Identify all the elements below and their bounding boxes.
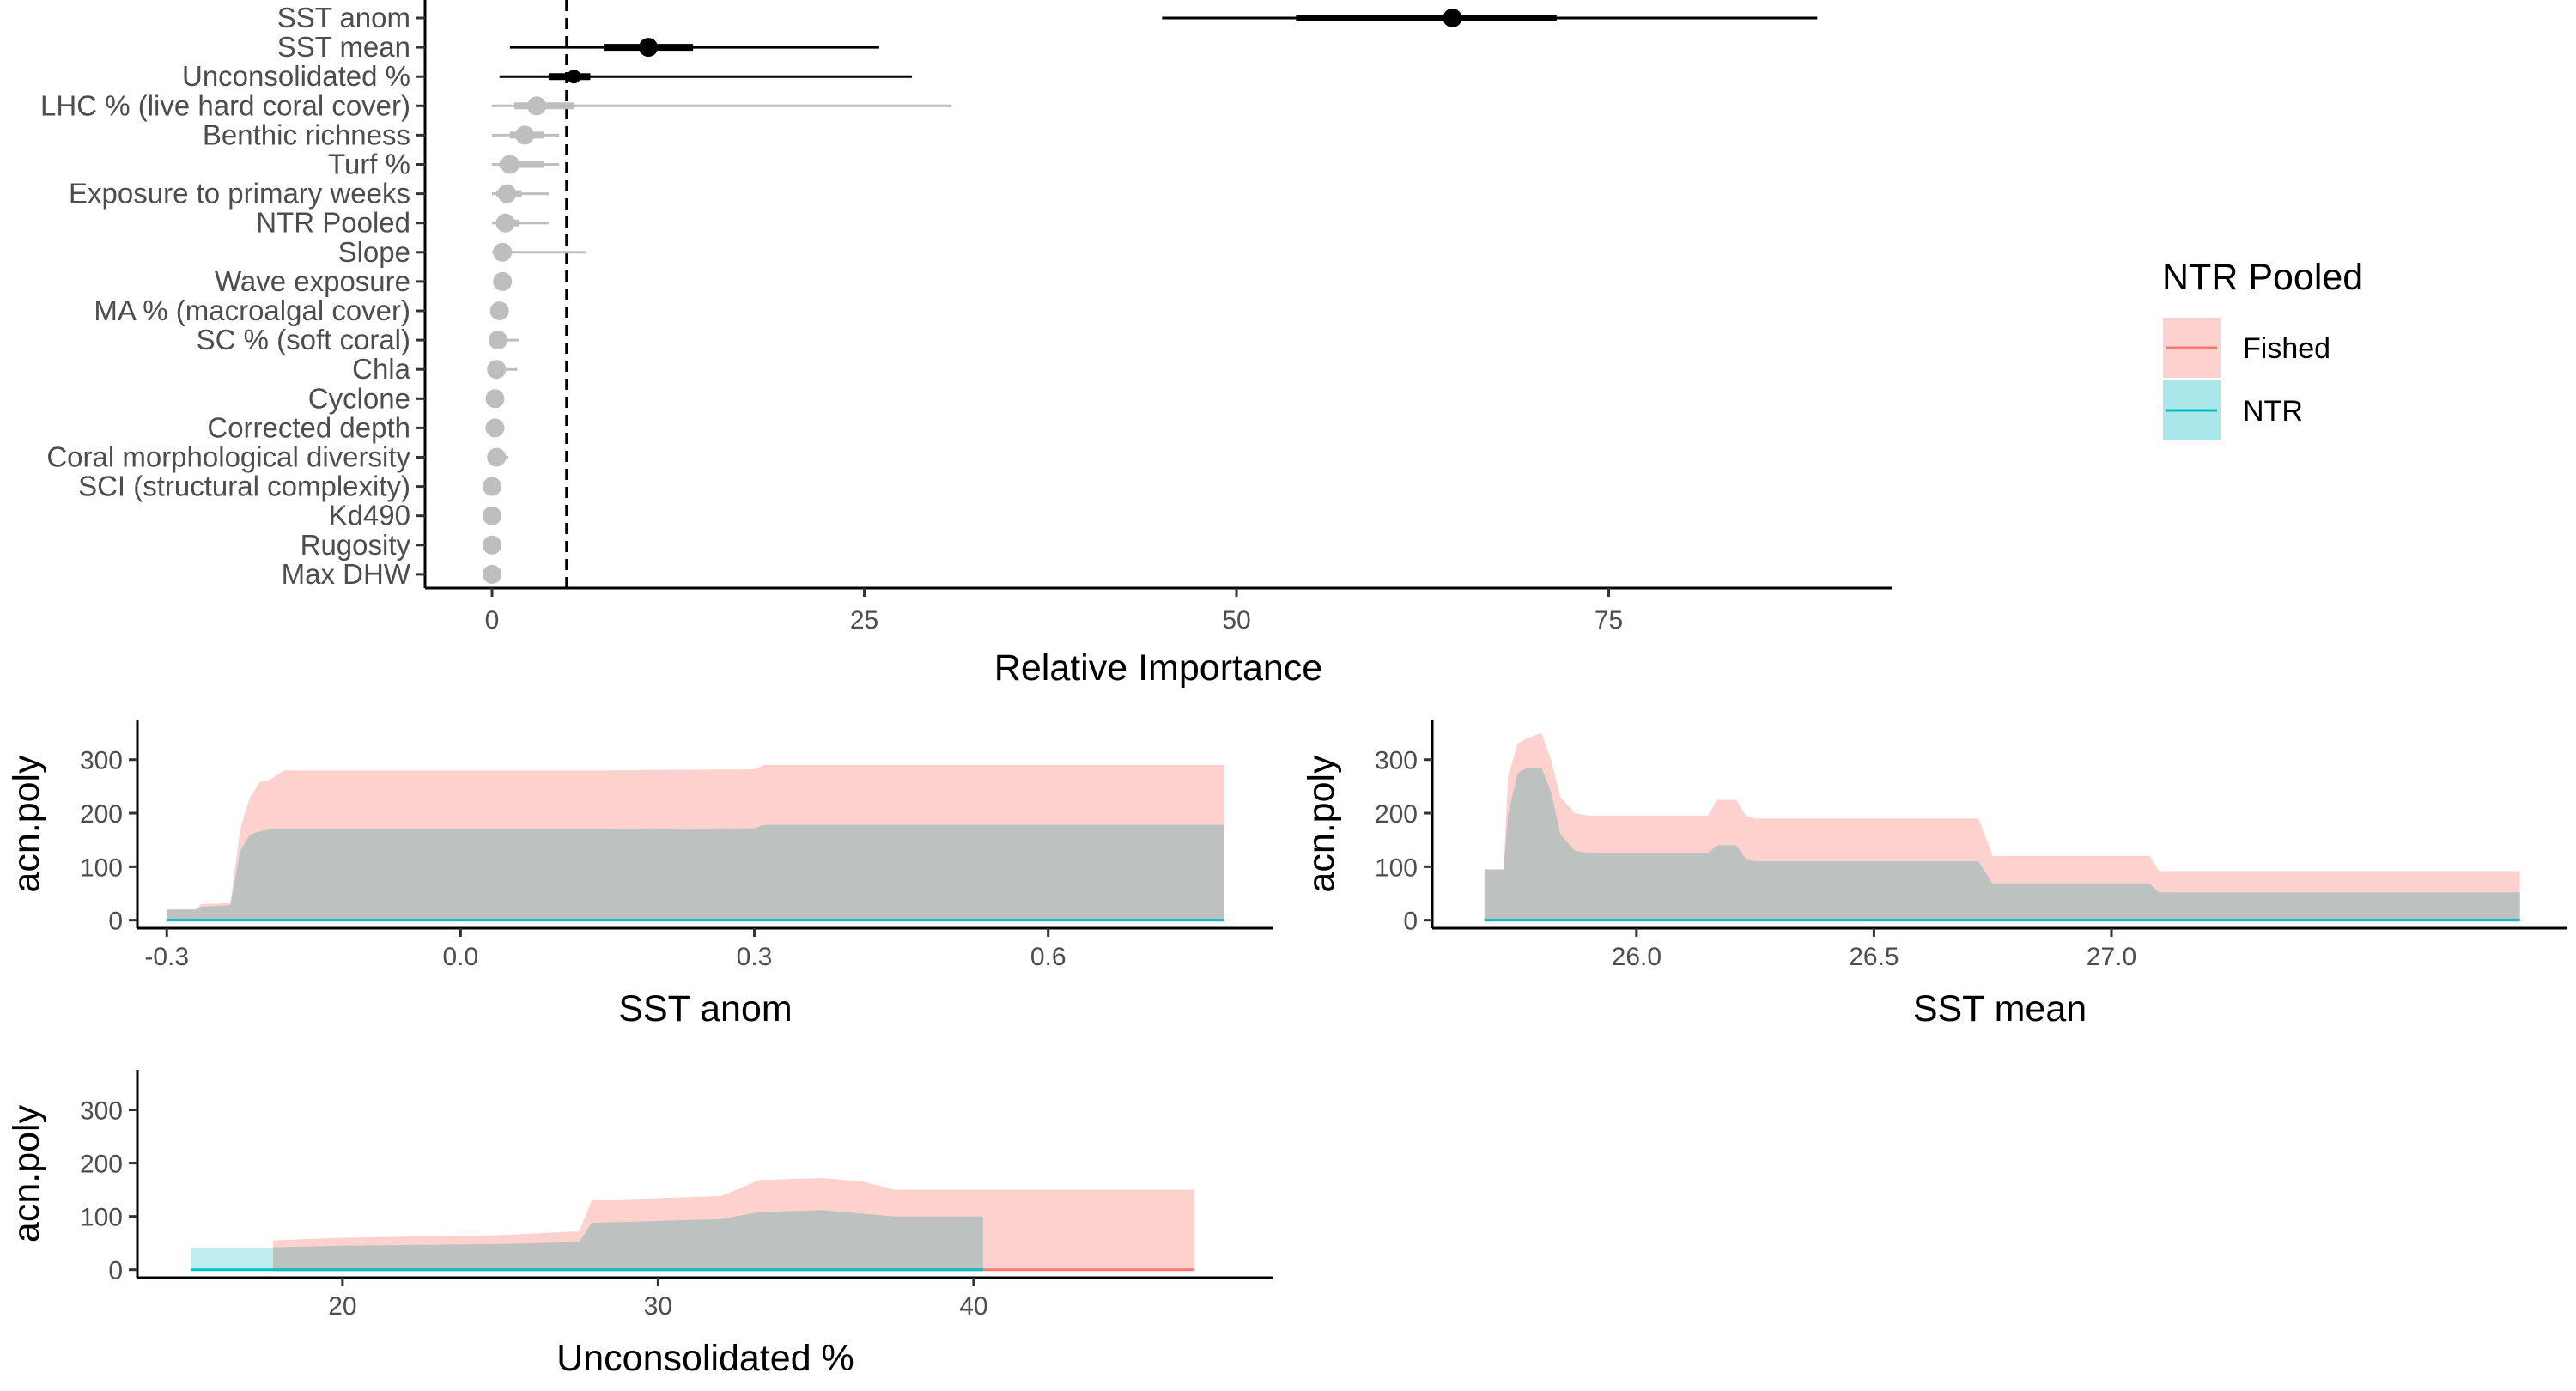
y-tick-label-exposure-to-primary-weeks: Exposure to primary weeks (69, 178, 410, 210)
point-wave-exposure (493, 271, 513, 291)
x-tick-label-50: 50 (1222, 606, 1250, 635)
legend-title: NTR Pooled (2162, 257, 2363, 298)
y-tick-label-300: 300 (1375, 747, 1418, 775)
legend: NTR Pooled Fished NTR (2162, 257, 2363, 440)
x-tick-label-26-0: 26.0 (1612, 943, 1662, 971)
x-tick-label-30: 30 (644, 1292, 672, 1321)
x-tick-label-27-0: 27.0 (2087, 943, 2136, 971)
x-axis-title: SST mean (1913, 988, 2087, 1030)
point-unconsolidated (567, 70, 581, 84)
point-benthic-richness (515, 125, 535, 145)
y-tick-label-max-dhw: Max DHW (282, 558, 411, 590)
point-corrected-depth (485, 418, 505, 438)
x-tick-label-0-6: 0.6 (1030, 943, 1066, 971)
y-axis-title: acn.poly (6, 1104, 47, 1242)
point-ma-macroalgal-cover (489, 301, 509, 320)
point-sc-soft-coral (488, 331, 507, 350)
x-tick-label-75: 75 (1595, 606, 1623, 635)
y-tick-label-100: 100 (80, 853, 123, 882)
x-tick-label-0-0: 0.0 (443, 943, 479, 971)
point-slope (493, 242, 513, 262)
point-sst-anom (1443, 9, 1462, 27)
y-tick-label-sst-mean: SST mean (277, 31, 410, 63)
point-chla (487, 360, 507, 380)
area-ntr (191, 1210, 983, 1270)
point-rugosity (483, 535, 502, 555)
x-axis-title: SST anom (618, 988, 792, 1030)
y-axis-title: acn.poly (6, 755, 47, 893)
y-tick-label-ma-macroalgal-cover: MA % (macroalgal cover) (94, 295, 410, 326)
y-tick-label-unconsolidated: Unconsolidated % (182, 60, 410, 92)
y-tick-label-ntr-pooled: NTR Pooled (256, 207, 410, 239)
x-tick-label-0: 0 (485, 606, 500, 635)
x-tick-label-20: 20 (328, 1292, 356, 1321)
y-tick-label-sst-anom: SST anom (277, 2, 410, 33)
area-ntr (1484, 768, 2520, 920)
x-tick-label-40: 40 (959, 1292, 987, 1321)
y-axis-title: acn.poly (1301, 755, 1342, 893)
point-lhc-live-hard-coral-cover (527, 96, 547, 116)
point-kd490 (483, 506, 502, 525)
y-tick-label-benthic-richness: Benthic richness (203, 118, 410, 150)
y-tick-label-300: 300 (80, 1097, 123, 1126)
y-tick-label-kd490: Kd490 (329, 500, 410, 531)
y-tick-label-200: 200 (1375, 800, 1418, 829)
y-tick-label-sc-soft-coral: SC % (soft coral) (197, 324, 410, 355)
partial-dependence-sst-anom: 0 100 200 300 -0.3 0.0 0.3 0.6 SST anom acn.poly (6, 720, 1273, 1030)
y-tick-label-cyclone: Cyclone (308, 382, 410, 414)
point-max-dhw (483, 564, 502, 584)
legend-label-ntr: NTR (2243, 395, 2303, 428)
y-tick-label-wave-exposure: Wave exposure (215, 265, 410, 297)
x-tick-label-0-3: 0.3 (737, 943, 773, 971)
partial-dependence-unconsolidated: 0 100 200 300 20 30 40 Unconsolidated % acn.poly (6, 1070, 1273, 1379)
x-tick-label-26-5: 26.5 (1849, 943, 1899, 971)
point-coral-morphological-diversity (487, 447, 507, 467)
y-tick-label-lhc-live-hard-coral-cover: LHC % (live hard coral cover) (40, 89, 410, 121)
x-axis-title: Relative Importance (994, 647, 1322, 689)
point-cyclone (485, 389, 505, 409)
y-tick-label-100: 100 (80, 1204, 123, 1232)
point-exposure-to-primary-weeks (497, 184, 517, 203)
y-tick-label-0: 0 (108, 1257, 123, 1285)
point-turf (500, 155, 519, 174)
point-sci-structural-complexity (483, 477, 502, 496)
y-tick-label-100: 100 (1375, 853, 1418, 882)
y-tick-label-0: 0 (108, 908, 123, 936)
x-tick-label-0-3: -0.3 (144, 943, 189, 971)
y-tick-label-0: 0 (1403, 908, 1418, 936)
point-sst-mean (639, 38, 659, 58)
x-tick-label-25: 25 (850, 606, 878, 635)
y-tick-label-coral-morphological-diversity: Coral morphological diversity (46, 441, 410, 473)
y-tick-label-chla: Chla (352, 353, 411, 385)
y-tick-label-turf: Turf % (328, 149, 410, 180)
point-ntr-pooled (495, 213, 515, 233)
y-tick-label-corrected-depth: Corrected depth (207, 411, 410, 443)
y-tick-label-sci-structural-complexity: SCI (structural complexity) (78, 471, 410, 502)
y-tick-label-slope: Slope (338, 236, 410, 268)
y-tick-label-300: 300 (80, 747, 123, 775)
y-tick-label-200: 200 (80, 800, 123, 829)
area-ntr (167, 824, 1224, 920)
legend-label-fished: Fished (2243, 332, 2330, 365)
y-tick-label-rugosity: Rugosity (301, 529, 411, 561)
y-tick-label-200: 200 (80, 1151, 123, 1179)
x-axis-title: Unconsolidated % (556, 1338, 854, 1379)
